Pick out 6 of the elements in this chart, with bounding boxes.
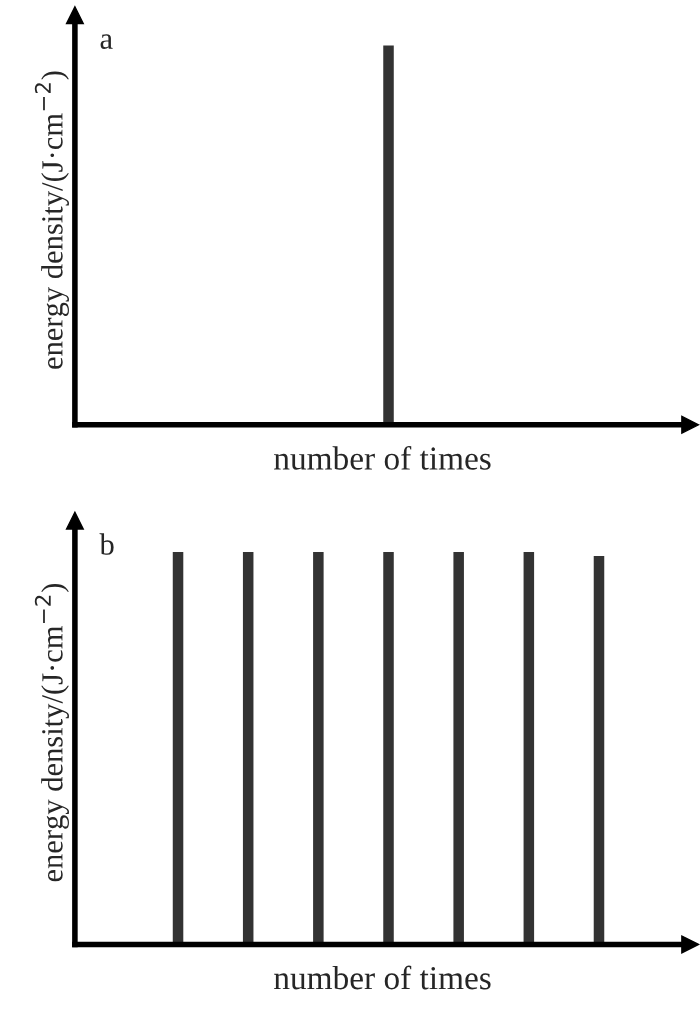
chart-title: a	[100, 34, 113, 49]
x-axis-title: number of times	[274, 965, 491, 990]
x-axis-title: number of times	[274, 445, 491, 470]
y-axis-title: energy density/(J·cm$^{−2}$)	[34, 583, 69, 882]
y-axis-title: energy density/(J·cm$^{−2}$)	[34, 71, 69, 369]
chart-title: b	[99, 533, 114, 555]
